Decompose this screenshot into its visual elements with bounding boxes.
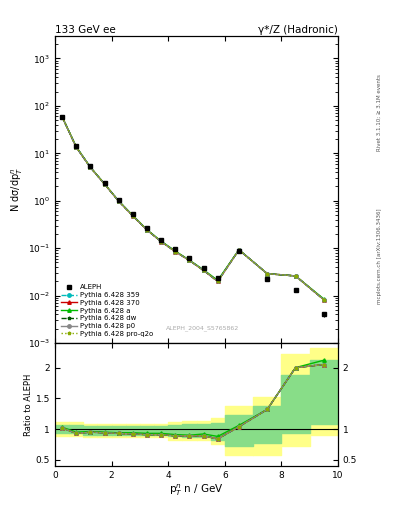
Text: ALEPH_2004_S5765862: ALEPH_2004_S5765862: [165, 325, 239, 331]
Text: Rivet 3.1.10; ≥ 3.1M events: Rivet 3.1.10; ≥ 3.1M events: [377, 74, 382, 151]
Text: mcplots.cern.ch [arXiv:1306.3436]: mcplots.cern.ch [arXiv:1306.3436]: [377, 208, 382, 304]
Y-axis label: Ratio to ALEPH: Ratio to ALEPH: [24, 373, 33, 436]
Legend: ALEPH, Pythia 6.428 359, Pythia 6.428 370, Pythia 6.428 a, Pythia 6.428 dw, Pyth: ALEPH, Pythia 6.428 359, Pythia 6.428 37…: [59, 282, 156, 339]
Text: 133 GeV ee: 133 GeV ee: [55, 25, 116, 35]
Y-axis label: N dσ/dp$^n_T$: N dσ/dp$^n_T$: [10, 167, 25, 212]
Text: γ*/Z (Hadronic): γ*/Z (Hadronic): [258, 25, 338, 35]
X-axis label: p$^n_T$ n / GeV: p$^n_T$ n / GeV: [169, 482, 224, 498]
